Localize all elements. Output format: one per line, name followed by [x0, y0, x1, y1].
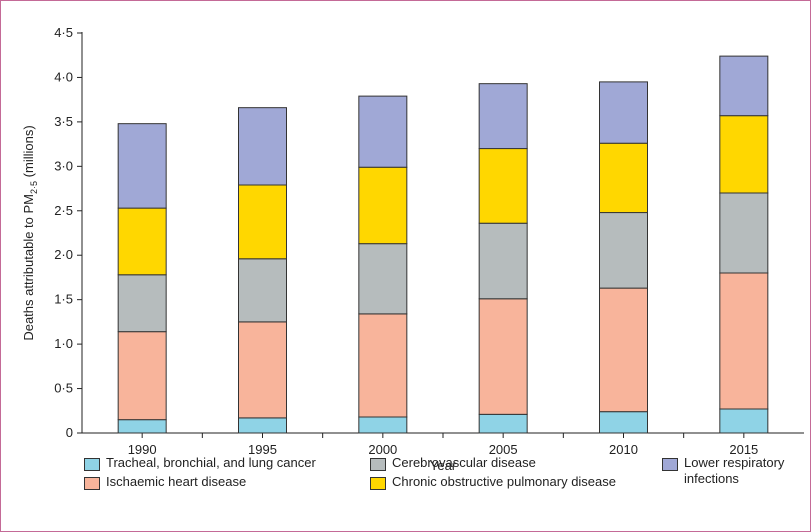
bar-segment — [238, 321, 287, 419]
legend-item-cerebrovascular: Cerebrovascular disease — [370, 455, 536, 471]
x-axis-label: Year — [430, 458, 457, 473]
y-tick-label: 0 — [66, 425, 73, 440]
legend-swatch — [84, 477, 100, 490]
x-tick-label: 2000 — [368, 442, 397, 457]
legend-item-lower-respiratory: Lower respiratory infections — [662, 455, 802, 487]
y-tick-label: 2·5 — [54, 203, 73, 218]
y-tick-label: 3·5 — [54, 114, 73, 129]
legend-swatch — [662, 458, 678, 471]
y-tick-label: 4·0 — [54, 69, 73, 84]
bars — [117, 55, 769, 434]
bar-segment — [238, 417, 287, 434]
legend-swatch — [370, 477, 386, 490]
axes — [77, 32, 804, 438]
bar-segment — [117, 331, 167, 421]
bar-segment — [478, 298, 528, 415]
bar-segment — [358, 313, 408, 418]
bar-segment — [478, 413, 528, 434]
x-tick-label: 1990 — [128, 442, 157, 457]
y-tick-label: 0·5 — [54, 381, 73, 396]
bar-segment — [719, 408, 769, 434]
bar-segment — [358, 166, 408, 245]
y-tick-label: 3·0 — [54, 158, 73, 173]
bar-segment — [117, 123, 167, 209]
bar-segment — [719, 115, 769, 194]
y-tick-label: 1·5 — [54, 292, 73, 307]
legend: Tracheal, bronchial, and lung cancer Isc… — [84, 455, 804, 525]
bar-segment — [478, 222, 528, 300]
y-tick-label: 2·0 — [54, 247, 73, 262]
bar-segment — [478, 148, 528, 224]
bar-segment — [358, 243, 408, 315]
y-tick-label: 4·5 — [54, 25, 73, 40]
legend-label: Ischaemic heart disease — [106, 474, 247, 489]
y-label-unit: (millions) — [21, 125, 36, 181]
legend-item-lung-cancer: Tracheal, bronchial, and lung cancer — [84, 455, 316, 471]
x-tick-label: 2010 — [609, 442, 638, 457]
bar-segment — [599, 287, 648, 413]
bar-segment — [719, 55, 769, 117]
legend-label: Tracheal, bronchial, and lung cancer — [106, 455, 316, 470]
bar-segment — [599, 411, 648, 434]
bar-segment — [599, 142, 648, 214]
legend-swatch — [84, 458, 100, 471]
x-tick-label: 2015 — [729, 442, 758, 457]
y-axis-label: Deaths attributable to PM2·5 (millions) — [21, 125, 39, 340]
bar-segment — [719, 192, 769, 274]
bar-segment — [358, 416, 408, 434]
bar-segment — [238, 107, 287, 186]
bar-segment — [478, 83, 528, 150]
bar-segment — [117, 207, 167, 276]
bar-segment — [358, 95, 408, 168]
legend-item-copd: Chronic obstructive pulmonary disease — [370, 474, 616, 490]
legend-label: Lower respiratory infections — [684, 455, 785, 486]
x-tick-label: 2005 — [489, 442, 518, 457]
bar-segment — [238, 184, 287, 260]
tick-labels: 0 0·5 1·0 1·5 2·0 2·5 3·0 3·5 4·0 4·5 1990 1995 2000… — [54, 25, 758, 457]
y-label-main: Deaths attributable to PM — [21, 194, 36, 341]
legend-label: Cerebrovascular disease — [392, 455, 536, 470]
legend-label: Chronic obstructive pulmonary disease — [392, 474, 616, 489]
legend-swatch — [370, 458, 386, 471]
bar-segment — [117, 274, 167, 333]
bar-segment — [599, 81, 648, 144]
y-label-subscript: 2·5 — [29, 181, 39, 194]
legend-item-ischaemic-heart: Ischaemic heart disease — [84, 474, 246, 490]
bar-segment — [238, 258, 287, 323]
bar-segment — [117, 419, 167, 434]
bar-segment — [599, 212, 648, 289]
y-tick-label: 1·0 — [54, 336, 73, 351]
bar-segment — [719, 272, 769, 410]
x-tick-label: 1995 — [248, 442, 277, 457]
